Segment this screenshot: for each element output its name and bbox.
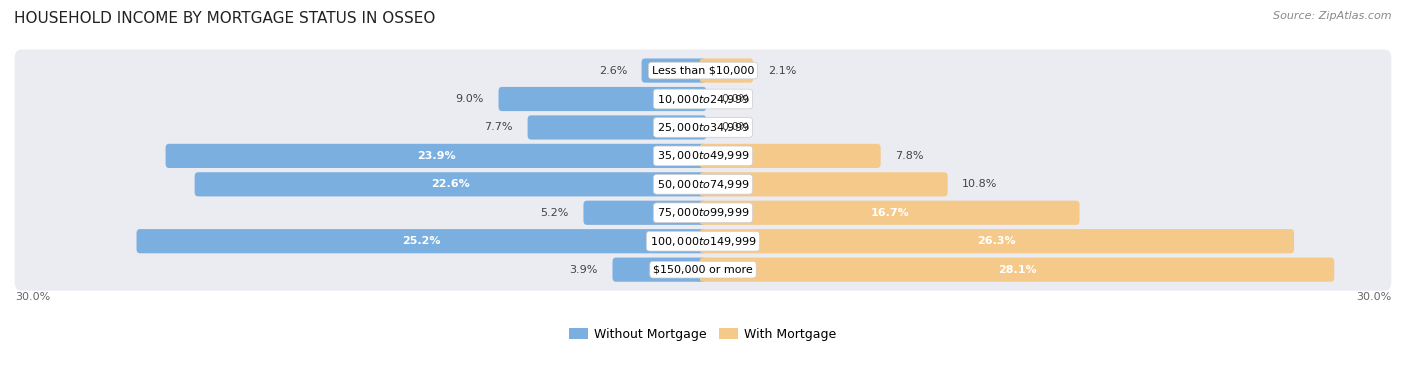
FancyBboxPatch shape xyxy=(641,58,706,83)
Text: Source: ZipAtlas.com: Source: ZipAtlas.com xyxy=(1274,11,1392,21)
FancyBboxPatch shape xyxy=(613,257,706,282)
FancyBboxPatch shape xyxy=(14,106,1392,149)
Text: 16.7%: 16.7% xyxy=(870,208,908,218)
FancyBboxPatch shape xyxy=(166,144,706,168)
FancyBboxPatch shape xyxy=(14,78,1392,120)
Text: $35,000 to $49,999: $35,000 to $49,999 xyxy=(657,149,749,162)
Text: 22.6%: 22.6% xyxy=(432,179,470,189)
FancyBboxPatch shape xyxy=(700,201,1080,225)
FancyBboxPatch shape xyxy=(14,163,1392,205)
Text: 9.0%: 9.0% xyxy=(456,94,484,104)
Text: 7.7%: 7.7% xyxy=(485,123,513,132)
FancyBboxPatch shape xyxy=(700,172,948,196)
FancyBboxPatch shape xyxy=(700,229,1294,253)
Text: 5.2%: 5.2% xyxy=(540,208,569,218)
FancyBboxPatch shape xyxy=(14,135,1392,177)
FancyBboxPatch shape xyxy=(194,172,706,196)
Text: 10.8%: 10.8% xyxy=(962,179,998,189)
Text: $10,000 to $24,999: $10,000 to $24,999 xyxy=(657,92,749,106)
FancyBboxPatch shape xyxy=(136,229,706,253)
FancyBboxPatch shape xyxy=(14,248,1392,291)
Text: HOUSEHOLD INCOME BY MORTGAGE STATUS IN OSSEO: HOUSEHOLD INCOME BY MORTGAGE STATUS IN O… xyxy=(14,11,436,26)
Text: 2.6%: 2.6% xyxy=(599,66,627,75)
FancyBboxPatch shape xyxy=(499,87,706,111)
FancyBboxPatch shape xyxy=(527,115,706,139)
Text: 28.1%: 28.1% xyxy=(998,265,1036,275)
Text: 25.2%: 25.2% xyxy=(402,236,440,246)
FancyBboxPatch shape xyxy=(583,201,706,225)
Text: 0.0%: 0.0% xyxy=(721,94,749,104)
Text: 2.1%: 2.1% xyxy=(768,66,796,75)
Legend: Without Mortgage, With Mortgage: Without Mortgage, With Mortgage xyxy=(569,328,837,341)
Text: 23.9%: 23.9% xyxy=(416,151,456,161)
FancyBboxPatch shape xyxy=(700,58,754,83)
FancyBboxPatch shape xyxy=(700,144,880,168)
Text: $75,000 to $99,999: $75,000 to $99,999 xyxy=(657,206,749,219)
Text: Less than $10,000: Less than $10,000 xyxy=(652,66,754,75)
Text: 7.8%: 7.8% xyxy=(896,151,924,161)
Text: 0.0%: 0.0% xyxy=(721,123,749,132)
Text: $50,000 to $74,999: $50,000 to $74,999 xyxy=(657,178,749,191)
Text: $100,000 to $149,999: $100,000 to $149,999 xyxy=(650,235,756,248)
Text: 26.3%: 26.3% xyxy=(977,236,1017,246)
Text: $150,000 or more: $150,000 or more xyxy=(654,265,752,275)
FancyBboxPatch shape xyxy=(700,257,1334,282)
Text: 3.9%: 3.9% xyxy=(569,265,598,275)
Text: $25,000 to $34,999: $25,000 to $34,999 xyxy=(657,121,749,134)
FancyBboxPatch shape xyxy=(14,49,1392,92)
FancyBboxPatch shape xyxy=(14,220,1392,262)
FancyBboxPatch shape xyxy=(14,192,1392,234)
